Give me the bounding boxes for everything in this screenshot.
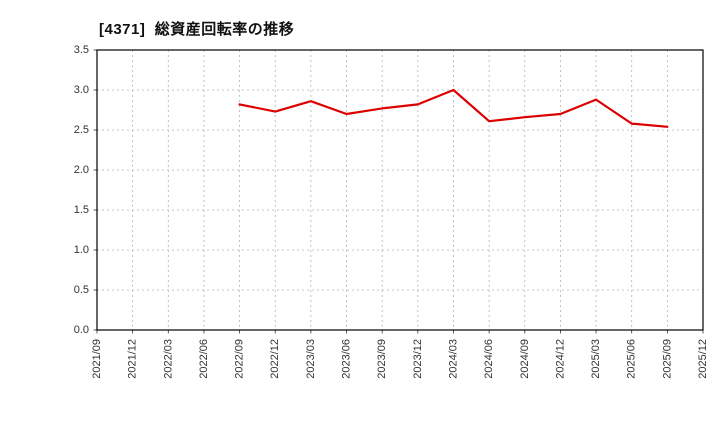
plot-border [96, 49, 704, 331]
x-tick-label: 2024/03 [447, 339, 459, 379]
chart-title: [4371] 総資産回転率の推移 [99, 21, 295, 38]
x-tick-label: 2023/09 [376, 339, 388, 379]
y-tick-label: 1.0 [74, 244, 89, 256]
y-tick-label: 3.5 [74, 44, 89, 56]
x-tick-label: 2023/12 [412, 339, 424, 379]
x-tick-label: 2023/06 [341, 339, 353, 379]
x-tick-label: 2025/12 [697, 339, 709, 379]
x-tick-label: 2023/03 [305, 339, 317, 379]
y-tick-label: 2.0 [74, 164, 89, 176]
y-tick-label: 2.5 [74, 124, 89, 136]
y-tick-label: 0.5 [74, 284, 89, 296]
y-tick-label: 0.0 [74, 324, 89, 336]
x-tick-label: 2022/12 [269, 339, 281, 379]
y-tick-label: 1.5 [74, 204, 89, 216]
x-tick-label: 2025/06 [626, 339, 638, 379]
series-line [238, 88, 669, 128]
x-tick-label: 2024/09 [519, 339, 531, 379]
x-tick-label: 2022/09 [234, 339, 246, 379]
x-tick-label: 2025/03 [590, 339, 602, 379]
x-tick-label: 2021/12 [127, 339, 139, 379]
x-tick-label: 2024/12 [554, 339, 566, 379]
x-tick-label: 2025/09 [661, 339, 673, 379]
x-tick-label: 2024/06 [483, 339, 495, 379]
x-tick-label: 2022/06 [198, 339, 210, 379]
y-tick-label: 3.0 [74, 84, 89, 96]
x-tick-label: 2021/09 [91, 339, 103, 379]
x-tick-label: 2022/03 [162, 339, 174, 379]
